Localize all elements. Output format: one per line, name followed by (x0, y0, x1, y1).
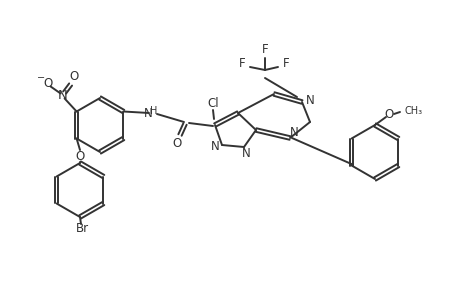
Text: N: N (143, 106, 152, 119)
Text: O: O (43, 77, 52, 90)
Text: N: N (58, 89, 67, 102)
Text: N: N (305, 94, 313, 106)
Text: O: O (384, 107, 393, 121)
Text: CH₃: CH₃ (404, 106, 422, 116)
Text: O: O (172, 136, 181, 149)
Text: −: − (36, 73, 45, 82)
Text: N: N (289, 125, 298, 139)
Text: O: O (75, 149, 84, 163)
Text: F: F (238, 56, 245, 70)
Text: N: N (241, 146, 250, 160)
Text: O: O (69, 70, 78, 83)
Text: F: F (282, 56, 289, 70)
Text: Cl: Cl (207, 97, 218, 110)
Text: H: H (150, 106, 157, 116)
Text: N: N (210, 140, 219, 152)
Text: F: F (261, 43, 268, 56)
Text: Br: Br (75, 223, 89, 236)
